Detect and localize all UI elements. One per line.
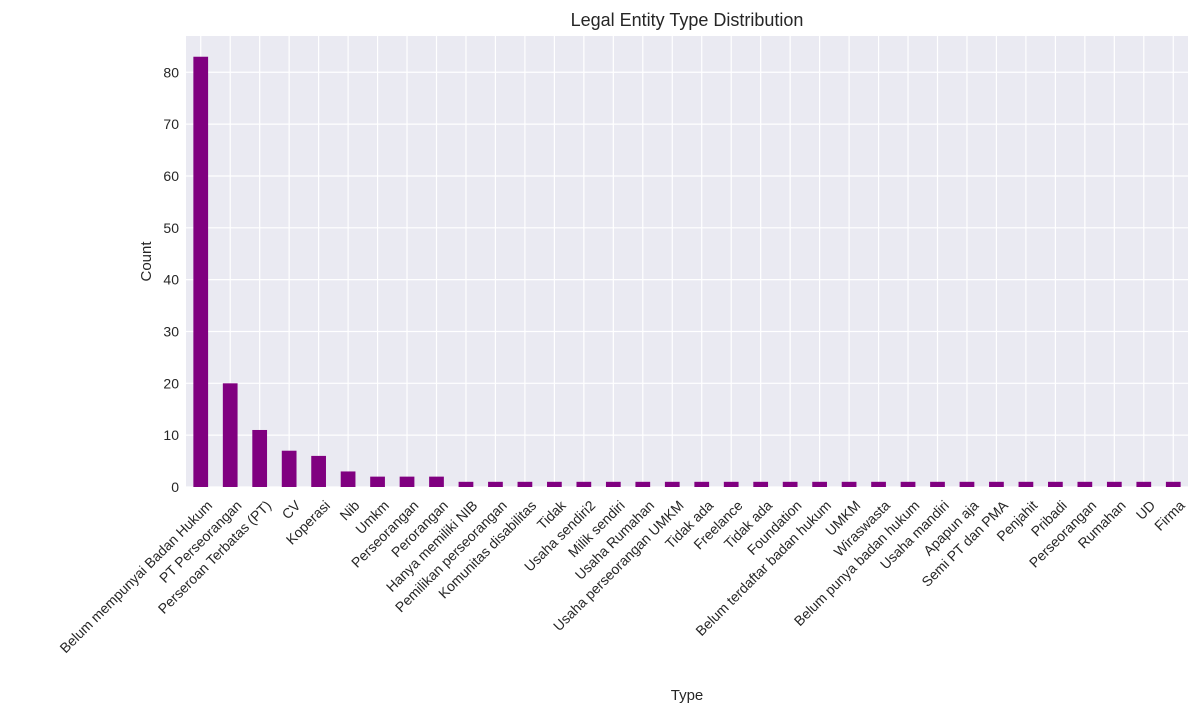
y-tick-label: 0 [171, 479, 179, 495]
y-axis-ticks: 0 10 20 30 40 50 60 70 80 [163, 64, 179, 495]
bar [311, 455, 326, 487]
y-axis-label: Count [138, 241, 155, 282]
plot-area [186, 36, 1188, 487]
bar [1077, 481, 1093, 487]
bar [1136, 481, 1152, 487]
bar [193, 56, 209, 488]
y-tick-label: 60 [163, 168, 179, 184]
bar [458, 481, 474, 487]
bar [488, 481, 503, 487]
bar [399, 476, 415, 487]
y-tick-label: 30 [163, 323, 179, 339]
bar [723, 481, 739, 487]
bar [1018, 481, 1034, 487]
y-tick-label: 40 [163, 272, 179, 288]
bar [664, 481, 680, 487]
bar [753, 481, 769, 487]
bar [370, 476, 385, 487]
bar [782, 481, 798, 487]
bar [281, 450, 297, 487]
bar [841, 481, 857, 487]
bars [193, 56, 1181, 488]
bar [1106, 481, 1122, 487]
bar [605, 481, 621, 487]
bar [340, 471, 356, 487]
bar [871, 481, 886, 487]
bar [989, 481, 1004, 487]
y-tick-label: 20 [163, 375, 179, 391]
bar [576, 481, 592, 487]
bar [812, 481, 827, 487]
bar [1048, 481, 1063, 487]
x-tick-label: Firma [1151, 497, 1188, 534]
y-tick-label: 50 [163, 220, 179, 236]
bar [635, 481, 651, 487]
chart-title: Legal Entity Type Distribution [571, 10, 804, 30]
bar [1165, 481, 1181, 487]
bar [959, 481, 975, 487]
bar [252, 429, 268, 487]
grid-lines [186, 36, 1188, 488]
y-tick-label: 80 [163, 64, 179, 80]
y-tick-label: 10 [163, 427, 179, 443]
bar [222, 383, 238, 487]
bar [517, 481, 533, 487]
x-axis-label: Type [671, 687, 704, 704]
y-tick-label: 70 [163, 116, 179, 132]
bar [429, 476, 444, 487]
bar [900, 481, 916, 487]
bar [930, 481, 945, 487]
bar [547, 481, 562, 487]
bar [694, 481, 710, 487]
